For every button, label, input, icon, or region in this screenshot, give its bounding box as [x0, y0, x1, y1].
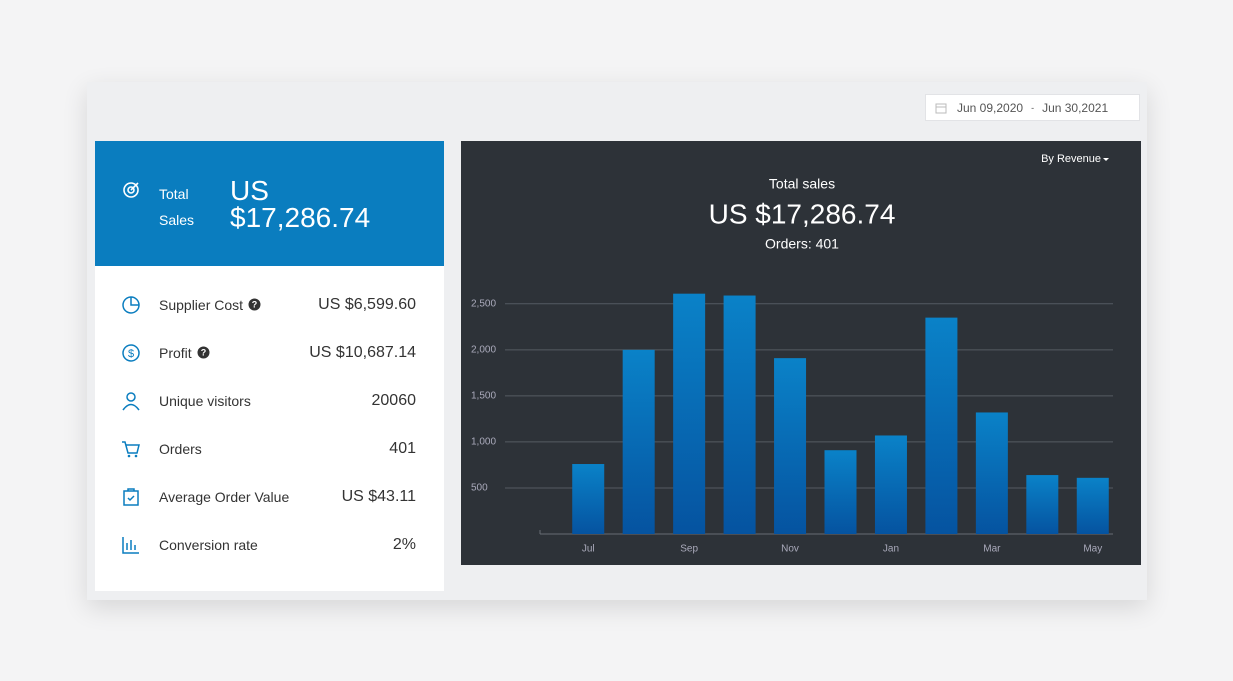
- metric-value: 401: [389, 440, 416, 457]
- x-tick-label: Jul: [582, 544, 595, 555]
- help-icon[interactable]: ?: [197, 346, 210, 359]
- svg-text:?: ?: [252, 299, 258, 309]
- x-tick-label: Nov: [781, 544, 799, 555]
- bar: [1026, 475, 1059, 534]
- target-icon: [123, 182, 139, 198]
- selector-caret: [1103, 158, 1109, 161]
- metric-value: US $6,599.60: [318, 296, 416, 313]
- date-start: Jun 09,2020: [957, 100, 1024, 115]
- metric-icon: [122, 296, 140, 314]
- svg-text:$: $: [128, 348, 134, 360]
- metric-row: Average Order Value US $43.11: [95, 482, 444, 512]
- metric-row: Unique visitors 20060: [95, 386, 444, 416]
- metric-row: Orders 401: [95, 434, 444, 464]
- y-tick-label: 1,500: [471, 391, 496, 402]
- chart-selector[interactable]: By Revenue: [1041, 153, 1101, 165]
- bar: [1076, 477, 1109, 534]
- metric-icon: [122, 441, 140, 458]
- summary-card: Total Sales US $17,286.74 Supplier Cost?…: [95, 141, 444, 591]
- svg-text:?: ?: [200, 347, 206, 357]
- bar: [622, 349, 655, 534]
- metric-label-text: Conversion rate: [159, 537, 258, 553]
- chart: By Revenue Total sales US $17,286.74 Ord…: [461, 141, 1141, 565]
- metric-label: Conversion rate: [159, 537, 258, 553]
- date-end: Jun 30,2021: [1042, 100, 1109, 115]
- metric-value: 20060: [371, 392, 417, 409]
- total-sales-header: Total Sales US $17,286.74: [95, 141, 444, 266]
- bar: [925, 317, 958, 534]
- metric-value: US $10,687.14: [309, 344, 416, 361]
- y-tick-label: 500: [471, 483, 488, 494]
- bar: [874, 435, 907, 534]
- metric-value: 2%: [392, 536, 416, 553]
- bar: [673, 293, 706, 534]
- x-tick-label: Mar: [983, 544, 1001, 555]
- chart-subtitle: US $17,286.74: [709, 198, 896, 229]
- bar: [572, 464, 605, 534]
- metric-icon: [122, 392, 140, 411]
- bar: [723, 295, 756, 534]
- x-tick-label: May: [1083, 544, 1102, 555]
- bar: [824, 450, 857, 534]
- total-sales-label: Total Sales: [159, 186, 195, 228]
- bar: [975, 412, 1008, 534]
- chart-title: Total sales: [769, 176, 835, 192]
- metric-label-text: Profit: [159, 345, 192, 361]
- y-tick-label: 1,000: [471, 437, 496, 448]
- metric-label-text: Orders: [159, 441, 202, 457]
- total-sales-value: US $17,286.74: [230, 175, 371, 233]
- metric-label-text: Average Order Value: [159, 489, 290, 505]
- bar: [774, 358, 807, 534]
- metric-label: Profit?: [159, 345, 210, 361]
- metric-row: Supplier Cost? US $6,599.60: [95, 290, 444, 320]
- calendar-icon: [935, 103, 947, 113]
- metric-label: Supplier Cost?: [159, 297, 261, 313]
- metric-icon: $: [122, 344, 140, 362]
- metric-icon: [122, 537, 139, 554]
- date-separator: -: [1031, 102, 1035, 113]
- metric-label: Unique visitors: [159, 393, 251, 409]
- metric-row: $ Profit? US $10,687.14: [95, 338, 444, 368]
- metric-label-text: Unique visitors: [159, 393, 251, 409]
- metric-label: Average Order Value: [159, 489, 289, 505]
- y-tick-label: 2,000: [471, 344, 496, 355]
- help-icon[interactable]: ?: [248, 298, 261, 311]
- x-tick-label: Sep: [680, 544, 698, 555]
- y-tick-label: 2,500: [471, 298, 496, 309]
- chart-note: Orders: 401: [765, 236, 839, 252]
- x-tick-label: Jan: [883, 544, 899, 555]
- metric-label: Orders: [159, 441, 202, 457]
- metric-value: US $43.11: [341, 488, 416, 505]
- metric-icon: [123, 488, 139, 506]
- metric-row: Conversion rate 2%: [95, 530, 444, 560]
- metric-label-text: Supplier Cost: [159, 297, 244, 313]
- date-range-picker[interactable]: Jun 09,2020 - Jun 30,2021: [925, 94, 1140, 121]
